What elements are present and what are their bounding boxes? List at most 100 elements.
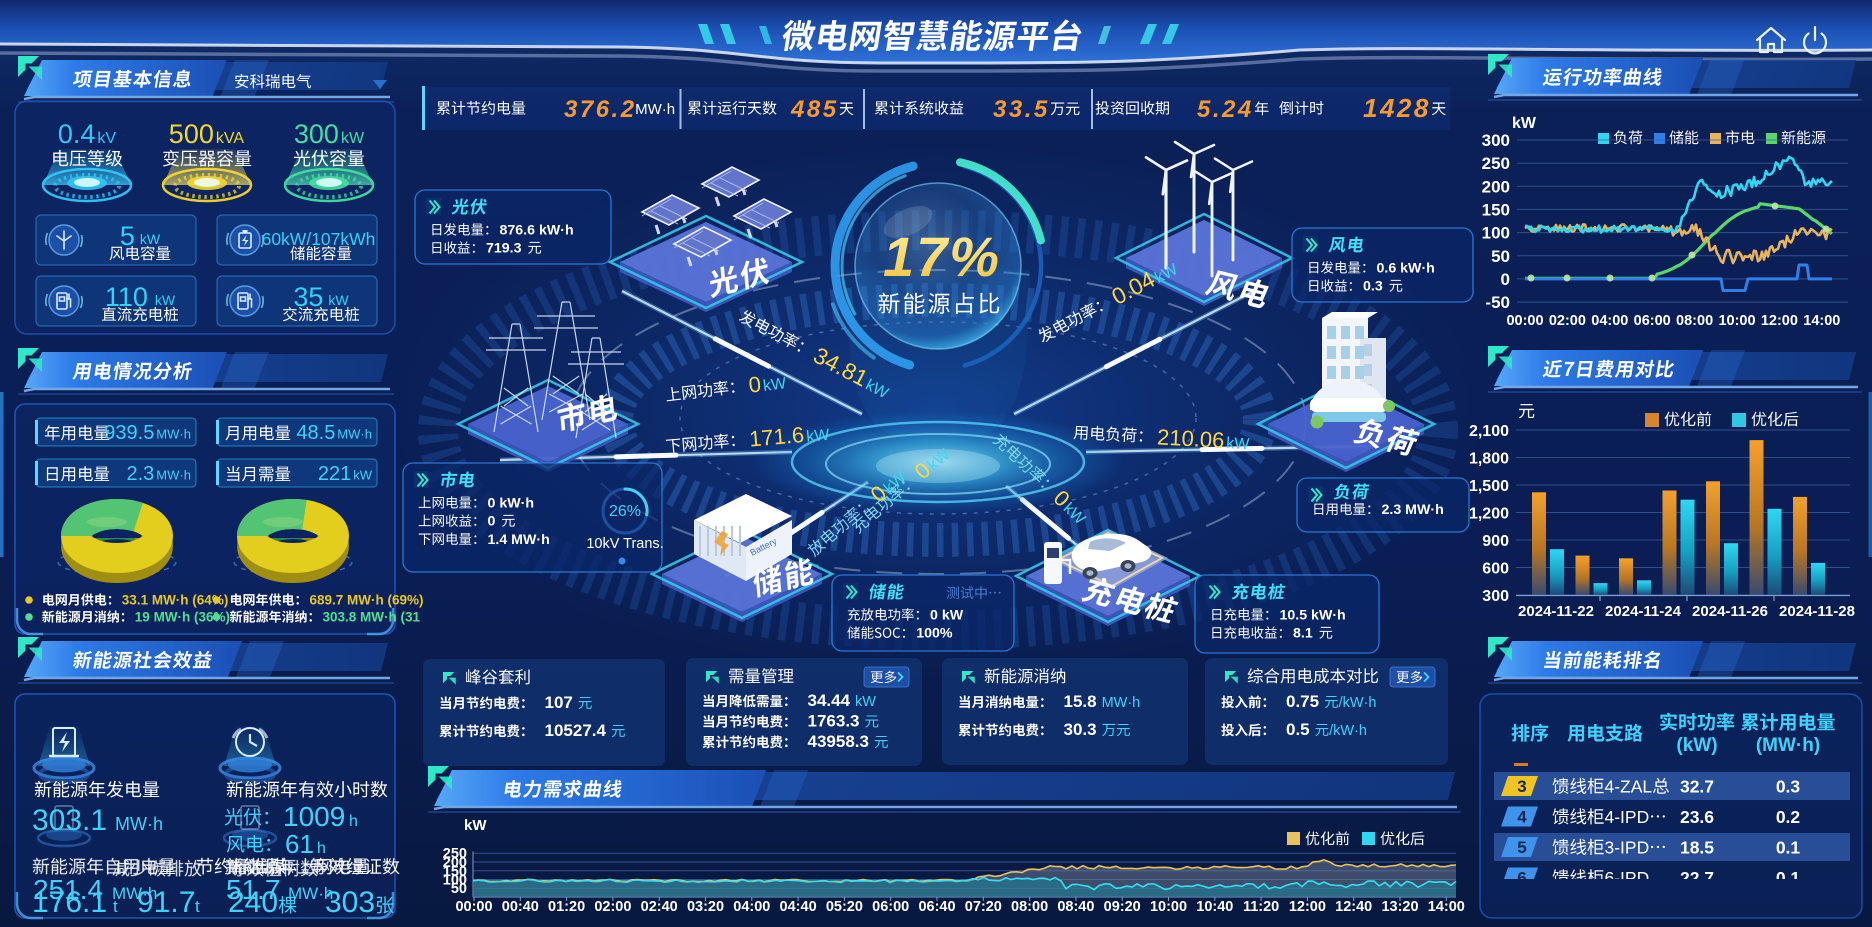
svg-text:107: 107 — [545, 693, 573, 712]
svg-text:(MW·h): (MW·h) — [1756, 735, 1820, 756]
svg-text:33.5: 33.5 — [993, 96, 1050, 123]
svg-text:221: 221 — [318, 463, 351, 485]
svg-text:1,500: 1,500 — [1469, 478, 1509, 495]
svg-text:0: 0 — [488, 514, 496, 530]
svg-text:1,200: 1,200 — [1469, 506, 1509, 523]
svg-text:kW: kW — [140, 231, 161, 247]
svg-text:250: 250 — [1482, 154, 1510, 173]
svg-text:303.8 MW·h (31: 303.8 MW·h (31 — [323, 610, 421, 625]
svg-text:12:00: 12:00 — [1289, 899, 1326, 915]
svg-text:33.1 MW·h (64%): 33.1 MW·h (64%) — [122, 593, 229, 608]
svg-text:100: 100 — [443, 873, 467, 889]
svg-text:5: 5 — [120, 221, 135, 251]
svg-text:17%: 17% — [883, 225, 1001, 288]
svg-text:689.7 MW·h (69%): 689.7 MW·h (69%) — [310, 593, 424, 608]
svg-text:2024-11-22: 2024-11-22 — [1518, 603, 1594, 620]
svg-text:376.2: 376.2 — [564, 96, 637, 123]
svg-text:10:00: 10:00 — [1718, 313, 1755, 329]
svg-text:485: 485 — [790, 96, 839, 123]
svg-text:0.3: 0.3 — [1776, 777, 1801, 797]
svg-text:0.75: 0.75 — [1286, 692, 1319, 711]
svg-text:00:40: 00:40 — [502, 899, 539, 915]
svg-text:900: 900 — [1482, 533, 1509, 550]
svg-text:15.8: 15.8 — [1064, 692, 1097, 711]
svg-text:2024-11-26: 2024-11-26 — [1692, 603, 1768, 620]
svg-text:0 kW·h: 0 kW·h — [488, 496, 535, 512]
svg-text:MW·h: MW·h — [337, 427, 372, 442]
svg-text:250: 250 — [443, 846, 467, 862]
svg-text:10527.4: 10527.4 — [545, 721, 607, 740]
svg-text:12:00: 12:00 — [1761, 313, 1798, 329]
svg-text:5.24: 5.24 — [1197, 96, 1254, 123]
svg-text:50: 50 — [451, 881, 467, 897]
svg-text:kW: kW — [341, 130, 365, 147]
svg-text:kW: kW — [762, 375, 788, 395]
svg-text:kV: kV — [97, 130, 116, 147]
svg-text:h: h — [317, 840, 326, 857]
svg-text:200: 200 — [443, 855, 467, 871]
svg-text:kVA: kVA — [216, 130, 244, 147]
svg-text:303: 303 — [325, 886, 375, 919]
svg-text:35: 35 — [293, 282, 323, 312]
svg-text:0.5: 0.5 — [1286, 720, 1310, 739]
svg-text:14:00: 14:00 — [1803, 313, 1840, 329]
svg-text:10:40: 10:40 — [1196, 899, 1233, 915]
svg-text:26%: 26% — [609, 503, 641, 520]
svg-text:09:20: 09:20 — [1104, 899, 1141, 915]
svg-text:0.4: 0.4 — [58, 119, 96, 149]
svg-text:2.3 MW·h: 2.3 MW·h — [1382, 502, 1444, 518]
svg-text:08:40: 08:40 — [1057, 899, 1094, 915]
svg-text:00:00: 00:00 — [455, 899, 492, 915]
svg-text:4: 4 — [1517, 808, 1527, 827]
svg-text:08:00: 08:00 — [1011, 899, 1048, 915]
svg-text:10:00: 10:00 — [1150, 899, 1187, 915]
svg-text:1,800: 1,800 — [1469, 451, 1509, 468]
svg-text:03:20: 03:20 — [687, 899, 724, 915]
svg-text:150: 150 — [1482, 200, 1510, 219]
svg-text:19 MW·h (36%): 19 MW·h (36%) — [135, 610, 230, 625]
svg-text:1009: 1009 — [283, 801, 345, 832]
svg-text:MW·h: MW·h — [115, 814, 163, 834]
svg-text:11:20: 11:20 — [1243, 899, 1279, 915]
svg-text:300: 300 — [1482, 588, 1509, 605]
svg-text:300: 300 — [294, 119, 339, 149]
svg-text:48.5: 48.5 — [296, 422, 335, 444]
svg-text:2.3: 2.3 — [127, 463, 155, 485]
svg-text:23.6: 23.6 — [1680, 807, 1714, 827]
svg-text:MW·h: MW·h — [156, 468, 191, 483]
svg-text:1763.3: 1763.3 — [808, 712, 860, 731]
svg-text:0: 0 — [1501, 270, 1510, 289]
svg-text:12:40: 12:40 — [1335, 899, 1372, 915]
svg-text:600: 600 — [1482, 561, 1509, 578]
svg-text:32.7: 32.7 — [1680, 777, 1714, 797]
svg-text:MW·h: MW·h — [1102, 695, 1141, 711]
svg-text:176.1: 176.1 — [32, 886, 107, 919]
svg-text:06:40: 06:40 — [918, 899, 955, 915]
svg-text:200: 200 — [1482, 177, 1510, 196]
svg-text:kW: kW — [353, 468, 373, 483]
svg-text:kW: kW — [855, 694, 876, 710]
svg-text:3: 3 — [1517, 777, 1526, 796]
svg-text:MW·h: MW·h — [112, 884, 157, 903]
svg-text:h: h — [349, 813, 358, 830]
svg-text:2024-11-24: 2024-11-24 — [1605, 603, 1682, 620]
svg-text:-50: -50 — [1485, 293, 1510, 312]
svg-text:0.2: 0.2 — [1776, 807, 1801, 827]
svg-text:04:00: 04:00 — [733, 899, 770, 915]
svg-text:10.5 kW·h: 10.5 kW·h — [1280, 608, 1346, 624]
svg-text:6: 6 — [1517, 869, 1526, 888]
svg-text:/kW·h: /kW·h — [1329, 723, 1367, 739]
svg-text:kW: kW — [155, 292, 176, 308]
svg-text:t: t — [113, 897, 118, 916]
svg-text:kW: kW — [328, 292, 349, 308]
svg-text:04:40: 04:40 — [780, 899, 817, 915]
svg-text:876.6 kW·h: 876.6 kW·h — [500, 223, 574, 239]
svg-text:0: 0 — [747, 371, 762, 397]
svg-text:/kW·h: /kW·h — [1339, 695, 1377, 711]
svg-text:18.5: 18.5 — [1680, 838, 1714, 858]
svg-text:210.06: 210.06 — [1157, 424, 1226, 452]
svg-text:08:00: 08:00 — [1676, 313, 1713, 329]
svg-text:kW: kW — [806, 427, 831, 446]
svg-text:0 kW: 0 kW — [930, 608, 964, 624]
svg-text:500: 500 — [169, 119, 214, 149]
